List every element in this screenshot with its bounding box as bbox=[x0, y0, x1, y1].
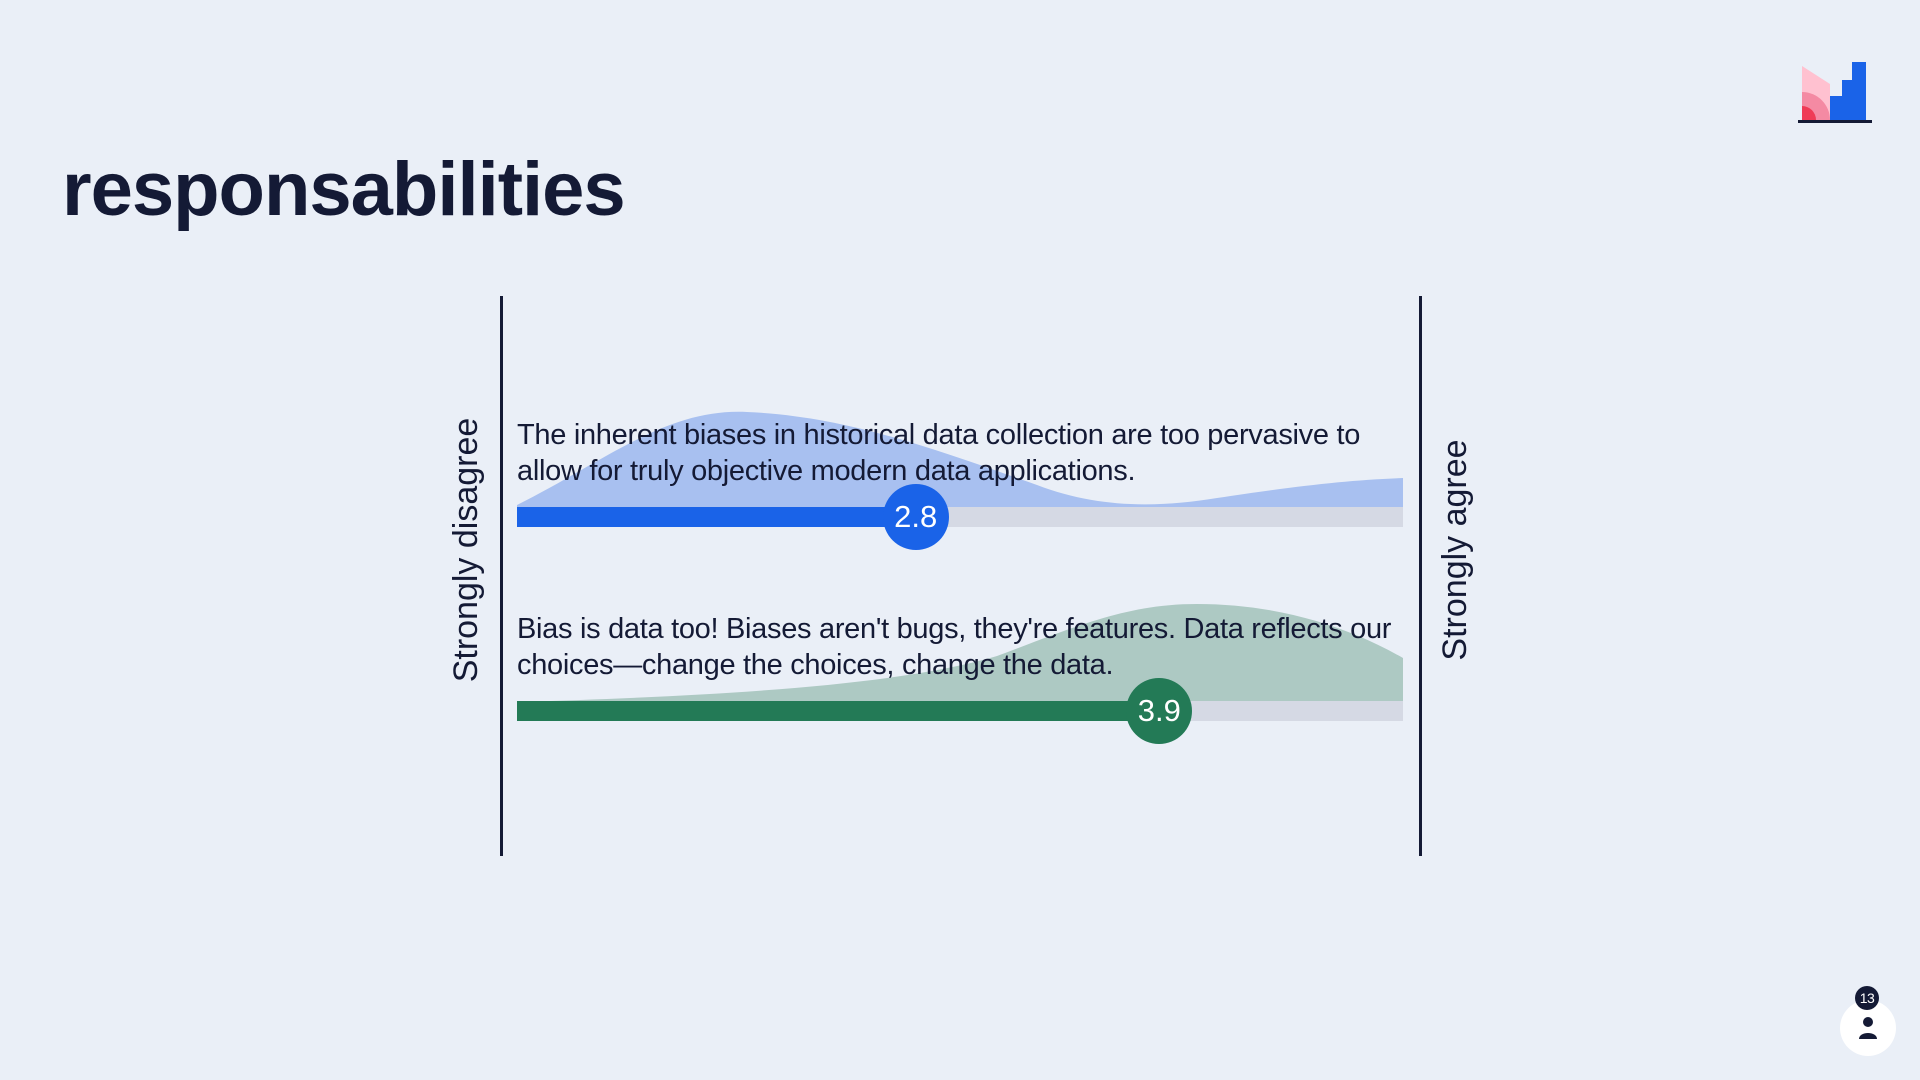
statement-1-text: The inherent biases in historical data c… bbox=[517, 419, 1361, 487]
scale-right-line bbox=[1419, 296, 1422, 856]
statement-1-track: 2.8 bbox=[517, 484, 1403, 550]
participants-count-badge: 13 bbox=[1855, 986, 1879, 1010]
statement-2-track: 3.9 bbox=[517, 678, 1403, 744]
statement-1-distribution bbox=[517, 411, 1403, 510]
scale-right-label: Strongly agree bbox=[1436, 439, 1474, 661]
scale-left-line bbox=[500, 296, 503, 856]
statement-2-text: Bias is data too! Biases aren't bugs, th… bbox=[517, 613, 1392, 681]
person-icon bbox=[1859, 1017, 1877, 1039]
statement-2-average-badge: 3.9 bbox=[1126, 678, 1193, 744]
statement-2-bar bbox=[517, 701, 1160, 721]
statement-1-average-badge: 2.8 bbox=[882, 484, 949, 550]
scale-left-label: Strongly disagree bbox=[447, 417, 485, 683]
statement-1-bar bbox=[517, 507, 916, 527]
participants-button[interactable] bbox=[1840, 1000, 1896, 1056]
statement-2-distribution bbox=[517, 604, 1403, 706]
slide-title: responsabilities bbox=[62, 147, 626, 232]
brand-logo bbox=[1798, 62, 1872, 123]
